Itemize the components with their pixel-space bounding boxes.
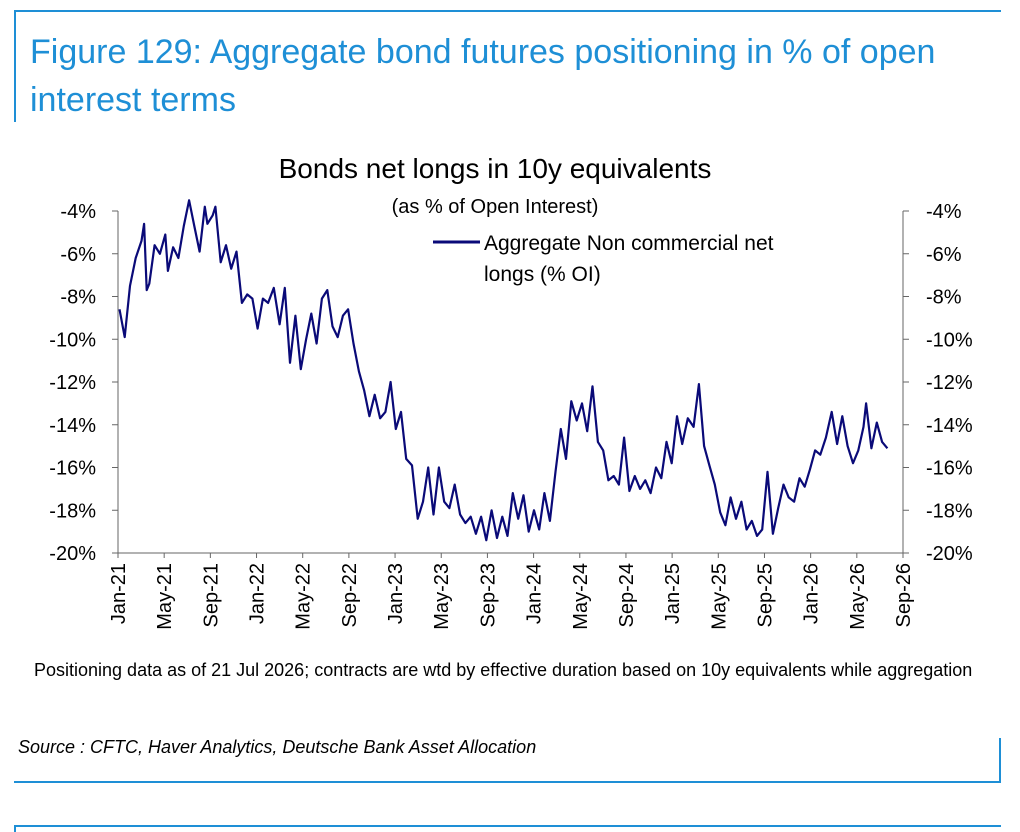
x-tick-label: May-22 (293, 563, 315, 630)
y-tick-label-left: -4% (60, 201, 96, 223)
legend: Aggregate Non commercial net longs (% OI) (433, 232, 774, 286)
chart-subtitle: (as % of Open Interest) (392, 196, 599, 218)
x-tick-label: Sep-24 (616, 563, 638, 628)
line-chart: Bonds net longs in 10y equivalents (as %… (49, 153, 973, 630)
y-tick-label-left: -12% (49, 372, 96, 394)
y-tick-label-left: -18% (49, 500, 96, 522)
y-tick-label-left: -10% (49, 329, 96, 351)
source-note: Source : CFTC, Haver Analytics, Deutsche… (18, 737, 537, 757)
x-tick-label: Sep-26 (893, 563, 915, 628)
frame-right-border (999, 738, 1001, 783)
x-tick-label: May-21 (154, 563, 176, 630)
y-tick-label-right: -16% (926, 458, 973, 480)
y-tick-label-left: -16% (49, 458, 96, 480)
y-tick-label-right: -10% (926, 329, 973, 351)
y-tick-label-right: -20% (926, 543, 973, 565)
x-tick-label: May-26 (847, 563, 869, 630)
frame-bottom-border (14, 781, 1001, 783)
y-tick-label-right: -12% (926, 372, 973, 394)
y-tick-label-left: -6% (60, 244, 96, 266)
axes: -20% -20% -18% -18% -16% -16% -14% -14% -12% -12%… (49, 201, 973, 630)
x-tick-label: May-25 (708, 563, 730, 630)
x-tick-label: May-24 (570, 563, 592, 630)
y-tick-label-right: -18% (926, 500, 973, 522)
x-tick-label: Jan-24 (524, 563, 546, 624)
x-tick-label: May-23 (431, 563, 453, 630)
x-tick-label: Sep-22 (339, 563, 361, 628)
next-figure-left-border (14, 825, 16, 832)
legend-label-line: longs (% OI) (484, 263, 601, 286)
frame-left-border (14, 10, 16, 122)
y-tick-label-right: -14% (926, 415, 973, 437)
y-tick-label-left: -14% (49, 415, 96, 437)
chart-title: Bonds net longs in 10y equivalents (279, 153, 712, 184)
y-tick-label-left: -8% (60, 287, 96, 309)
x-tick-label: Jan-23 (385, 563, 407, 624)
legend-label: Aggregate Non commercial net longs (% OI) (484, 232, 774, 286)
x-tick-label: Sep-23 (477, 563, 499, 628)
next-figure-top-border (14, 825, 1001, 827)
plot-area (118, 199, 889, 542)
x-tick-label: Jan-26 (801, 563, 823, 624)
y-tick-label-right: -6% (926, 244, 962, 266)
y-tick-label-left: -20% (49, 543, 96, 565)
y-tick-label-right: -8% (926, 287, 962, 309)
x-tick-label: Jan-21 (108, 563, 130, 624)
footnote: Positioning data as of 21 Jul 2026; cont… (34, 660, 973, 680)
y-tick-label-right: -4% (926, 201, 962, 223)
x-tick-label: Jan-25 (662, 563, 684, 624)
figure-title: Figure 129: Aggregate bond futures posit… (30, 33, 936, 119)
series-line (118, 199, 889, 542)
x-tick-label: Sep-25 (754, 563, 776, 628)
legend-label-line: Aggregate Non commercial net (484, 232, 774, 255)
frame-top-border (14, 10, 1001, 12)
x-tick-label: Sep-21 (200, 563, 222, 628)
x-tick-label: Jan-22 (247, 563, 269, 624)
